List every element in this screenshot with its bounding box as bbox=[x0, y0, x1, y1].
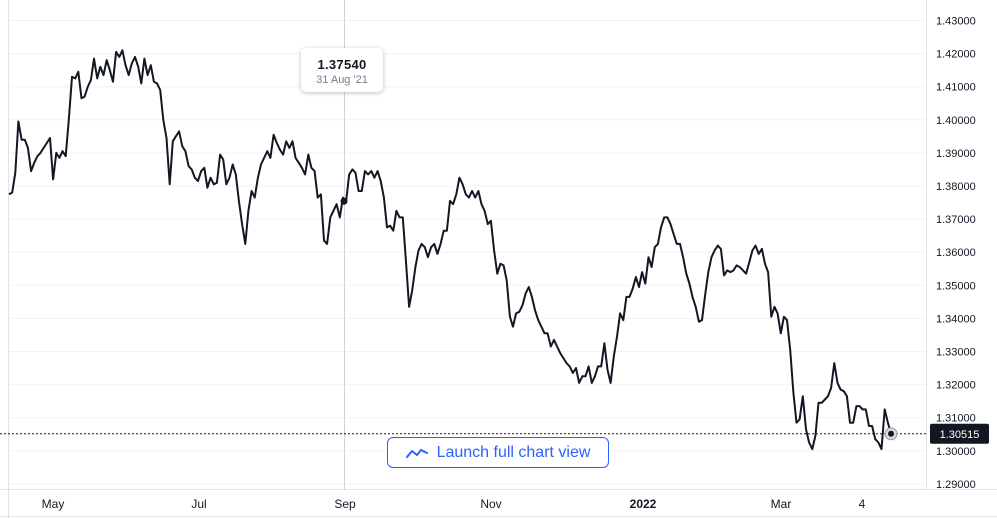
time-tick-label: Mar bbox=[771, 497, 792, 511]
launch-full-chart-button[interactable]: Launch full chart view bbox=[387, 437, 609, 468]
last-price-marker-center bbox=[888, 430, 894, 437]
price-tick-label: 1.29000 bbox=[936, 479, 976, 491]
price-tick-label: 1.39000 bbox=[936, 148, 976, 160]
horizontal-gridlines bbox=[9, 20, 926, 485]
time-axis-labels: May Jul Sep Nov 2022 Mar 4 bbox=[42, 497, 866, 511]
time-tick-label: 4 bbox=[859, 497, 866, 511]
price-tick-label: 1.32000 bbox=[936, 380, 976, 392]
time-tick-label: Jul bbox=[191, 497, 206, 511]
time-tick-label: Nov bbox=[480, 497, 501, 511]
price-tick-label: 1.40000 bbox=[936, 115, 976, 127]
price-tick-label: 1.34000 bbox=[936, 313, 976, 325]
chart-line-icon bbox=[405, 448, 428, 458]
price-series-line bbox=[8, 49, 892, 451]
price-tick-label: 1.43000 bbox=[936, 16, 976, 28]
crosshair-tooltip: 1.37540 31 Aug '21 bbox=[301, 48, 383, 92]
price-tick-label: 1.41000 bbox=[936, 82, 976, 94]
time-tick-label: 2022 bbox=[630, 497, 657, 511]
price-tick-label: 1.37000 bbox=[936, 214, 976, 226]
price-tick-label: 1.31000 bbox=[936, 413, 976, 425]
tooltip-date: 31 Aug '21 bbox=[316, 74, 368, 86]
price-axis-labels: 1.43000 1.42000 1.41000 1.40000 1.39000 1.380… bbox=[936, 16, 976, 491]
price-tick-label: 1.35000 bbox=[936, 280, 976, 292]
price-tick-label: 1.33000 bbox=[936, 347, 976, 359]
launch-button-label: Launch full chart view bbox=[436, 443, 591, 461]
price-tick-label: 1.30000 bbox=[936, 446, 976, 458]
price-tick-label: 1.38000 bbox=[936, 181, 976, 193]
tooltip-value: 1.37540 bbox=[317, 57, 367, 72]
time-tick-label: Sep bbox=[334, 497, 356, 511]
price-tick-label: 1.36000 bbox=[936, 247, 976, 259]
time-tick-label: May bbox=[42, 497, 65, 511]
last-price-badge bbox=[930, 423, 989, 444]
last-price-label: 1.30515 bbox=[940, 429, 980, 441]
price-tick-label: 1.42000 bbox=[936, 49, 976, 61]
crosshair-point bbox=[340, 197, 348, 205]
